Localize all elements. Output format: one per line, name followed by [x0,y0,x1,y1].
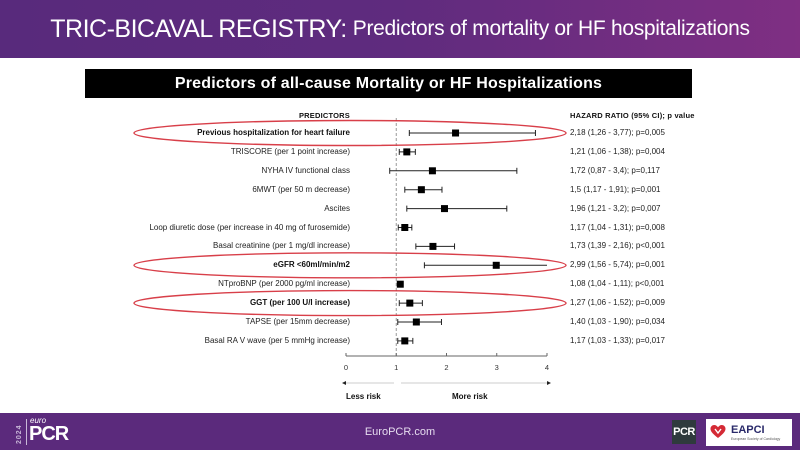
predictor-label: eGFR <60ml/min/m2 [273,260,350,270]
hazard-ratio-marker [452,129,460,137]
hazard-ratio-text: 1,73 (1,39 - 2,16); p<0,001 [570,241,665,251]
europcr-logo: 2024 euro PCR [16,416,86,448]
hazard-ratio-text: 1,17 (1,04 - 1,31); p=0,008 [570,222,665,232]
less-risk-label: Less risk [346,392,381,401]
hazard-ratio-text: 1,08 (1,04 - 1,11); p<0,001 [570,279,665,289]
predictor-label: NYHA IV functional class [261,165,350,175]
slide-header: TRIC-BICAVAL REGISTRY: Predictors of mor… [0,0,800,58]
hazard-ratio-text: 1,21 (1,06 - 1,38); p=0,004 [570,146,665,156]
slide-title-rest: Predictors of mortality or HF hospitaliz… [352,17,750,40]
hazard-ratio-marker [401,337,409,345]
hazard-ratio-text: 1,72 (0,87 - 3,4); p=0,117 [570,165,660,175]
hazard-ratio-text: 2,99 (1,56 - 5,74); p=0,001 [570,260,665,270]
hazard-ratio-text: 1,27 (1,06 - 1,52); p=0,009 [570,298,665,308]
predictor-label: Loop diuretic dose (per increase in 40 m… [149,222,350,232]
slide-title-main: TRIC-BICAVAL REGISTRY: [50,14,347,43]
pcr-badge-logo: PCR [672,420,696,444]
footer-url[interactable]: EuroPCR.com [364,425,436,438]
eapci-name: EAPCI [731,424,765,436]
hazard-ratio-marker [428,167,436,175]
highlight-ellipse [133,119,567,147]
hazard-ratio-text: 1,96 (1,21 - 3,2); p=0,007 [570,203,661,213]
eapci-subtitle: European Society of Cardiology [731,437,781,441]
logo-year: 2024 [16,424,23,444]
highlight-ellipse [133,252,567,279]
x-tick-label: 3 [495,363,499,372]
heart-icon [710,425,726,438]
footer: EuroPCR.com 2024 euro PCR [0,413,800,450]
hazard-ratio-text: 1,40 (1,03 - 1,90); p=0,034 [570,317,665,326]
x-tick-label: 1 [394,363,398,372]
right-arrow-icon [547,381,551,385]
hazard-ratio-text: 1,17 (1,03 - 1,33); p=0,017 [570,335,665,345]
x-tick-label: 4 [545,363,549,372]
hazard-ratio-marker [412,318,420,326]
hazard-ratio-marker [396,280,404,288]
highlight-ellipse [133,289,567,317]
predictor-label: Previous hospitalization for heart failu… [197,128,350,137]
predictor-label: NTproBNP (per 2000 pg/ml increase) [218,279,350,289]
more-risk-label: More risk [452,392,488,401]
predictor-label: Basal creatinine (per 1 mg/dl increase) [213,241,350,251]
hazard-ratio-marker [401,224,409,231]
hazard-ratio-marker [440,205,448,213]
logo-divider [26,419,27,445]
predictor-label: TAPSE (per 15mm decrease) [245,317,350,326]
hazard-ratio-marker [417,186,425,194]
left-arrow-icon [342,381,346,385]
hazard-ratio-marker [429,242,437,250]
predictor-label: Basal RA V wave (per 5 mmHg increase) [204,335,350,345]
hazard-ratio-marker [492,261,500,269]
x-tick-label: 0 [344,363,348,372]
predictors-header: PREDICTORS [298,111,350,120]
x-tick-label: 2 [444,363,448,372]
chart-title: Predictors of all-cause Mortality or HF … [85,69,692,98]
predictor-label: GGT (per 100 U/l increase) [249,298,350,308]
hazard-ratio-header: HAZARD RATIO (95% CI); p value [570,111,695,120]
eapci-logo: EAPCI European Society of Cardiology [706,419,792,446]
predictor-label: 6MWT (per 50 m decrease) [252,184,350,194]
hazard-ratio-marker [406,299,414,307]
predictor-label: Ascites [324,203,350,213]
hazard-ratio-text: 2,18 (1,26 - 3,77); p=0,005 [570,128,665,137]
logo-euro-text: euro [30,416,47,425]
hazard-ratio-marker [403,148,411,156]
hazard-ratio-text: 1,5 (1,17 - 1,91); p=0,001 [570,184,661,194]
predictor-label: TRISCORE (per 1 point increase) [230,146,350,156]
logo-pcr-text: PCR [29,423,69,445]
